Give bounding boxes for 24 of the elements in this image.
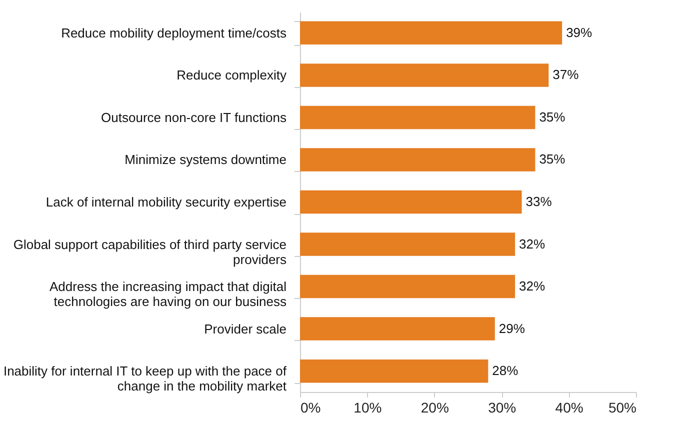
data-label: 32% [519, 236, 546, 252]
x-tick-label: 0% [300, 400, 321, 416]
x-tick-label: 30% [488, 400, 516, 416]
y-tick-label: Reduce mobility deployment time/costs [61, 25, 287, 40]
y-tick-label: Lack of internal mobility security expertise [46, 194, 286, 210]
data-label: 39% [566, 24, 593, 40]
x-tick-label: 10% [354, 400, 382, 416]
data-label: 28% [492, 363, 519, 378]
data-label: 29% [498, 320, 526, 336]
y-tick-label: Address the increasing impact that digital technologies are having on our business [49, 279, 287, 310]
x-tick-label: 40% [555, 400, 584, 416]
x-tick-label: 50% [608, 400, 636, 416]
data-label: 33% [526, 194, 552, 209]
data-label: 32% [519, 278, 546, 294]
y-tick-label: Outsource non-core IT functions [101, 110, 287, 125]
y-tick-label: Reduce complexity [176, 68, 287, 83]
y-tick-label: Global support capabilities of third party service providers [13, 236, 287, 267]
data-label: 35% [539, 109, 566, 124]
data-label: 37% [552, 67, 580, 82]
data-label: 35% [539, 152, 566, 167]
y-tick-label: Inability for internal IT to keep up with the pace of change in the mobility market [3, 364, 287, 394]
y-tick-label: Provider scale [204, 321, 286, 336]
y-tick-label: Minimize systems downtime [124, 152, 286, 168]
x-tick-label: 20% [420, 400, 449, 416]
